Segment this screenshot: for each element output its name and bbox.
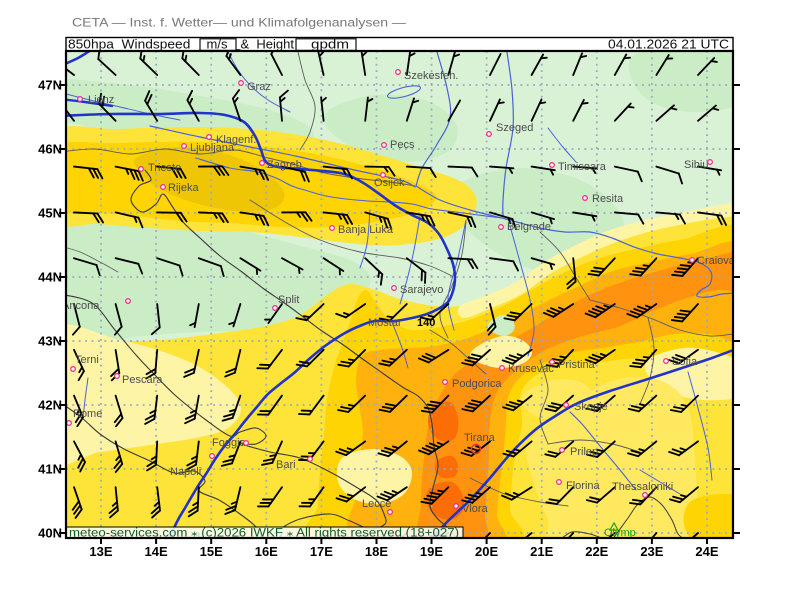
svg-text:18E: 18E xyxy=(365,544,388,559)
svg-text:Sibiu: Sibiu xyxy=(684,159,708,171)
svg-text:Craiova: Craiova xyxy=(697,255,736,267)
svg-text:Ljubljana: Ljubljana xyxy=(190,142,235,154)
svg-text:40N: 40N xyxy=(38,526,62,541)
svg-text:17E: 17E xyxy=(310,544,333,559)
svg-text:Trieste: Trieste xyxy=(148,162,181,174)
svg-text:44N: 44N xyxy=(38,270,62,285)
svg-text:Sarajevo: Sarajevo xyxy=(400,284,443,296)
svg-text:Szekesfeh.: Szekesfeh. xyxy=(404,70,458,82)
svg-text:Vlora: Vlora xyxy=(462,503,489,515)
svg-text:21E: 21E xyxy=(530,544,553,559)
svg-text:Terni: Terni xyxy=(75,354,99,366)
svg-text:Krusevac: Krusevac xyxy=(508,363,554,375)
svg-text:43N: 43N xyxy=(38,334,62,349)
svg-text:Pecs: Pecs xyxy=(390,139,415,151)
svg-text:13E: 13E xyxy=(89,544,112,559)
svg-text:Rome: Rome xyxy=(73,408,102,420)
svg-text:20E: 20E xyxy=(475,544,498,559)
svg-text:46N: 46N xyxy=(38,142,62,157)
svg-text:meteo-services.com ⁎ (c)2026 I: meteo-services.com ⁎ (c)2026 IWKF ⁎ All … xyxy=(69,528,459,540)
svg-text:Lecce: Lecce xyxy=(362,498,391,510)
svg-text:Olymp: Olymp xyxy=(604,527,636,539)
svg-text:m/s: m/s xyxy=(207,37,228,52)
svg-text:&_Height: &_Height xyxy=(241,37,295,52)
svg-text:gpdm: gpdm xyxy=(311,37,349,52)
svg-text:Lienz: Lienz xyxy=(88,94,114,106)
svg-text:850hpa_Windspeed_: 850hpa_Windspeed_ xyxy=(68,37,199,52)
svg-text:Podgorica: Podgorica xyxy=(452,378,502,390)
svg-text:140: 140 xyxy=(417,317,435,329)
svg-text:16E: 16E xyxy=(255,544,278,559)
svg-text:19E: 19E xyxy=(420,544,443,559)
svg-text:23E: 23E xyxy=(640,544,663,559)
svg-text:Napoli: Napoli xyxy=(170,466,201,478)
svg-text:41N: 41N xyxy=(38,462,62,477)
svg-text:Klagenf.: Klagenf. xyxy=(216,134,256,146)
svg-text:Mostar: Mostar xyxy=(368,317,402,329)
svg-text:Prilep: Prilep xyxy=(570,446,598,458)
svg-text:Banja Luka: Banja Luka xyxy=(338,224,394,236)
svg-text:Foggia: Foggia xyxy=(212,437,247,449)
svg-text:Resita: Resita xyxy=(592,193,624,205)
svg-text:Timisoara: Timisoara xyxy=(558,161,607,173)
svg-text:Skopje: Skopje xyxy=(574,401,608,413)
svg-text:22E: 22E xyxy=(585,544,608,559)
svg-text:Belgrade: Belgrade xyxy=(507,221,551,233)
svg-text:Ancona: Ancona xyxy=(62,300,100,312)
svg-text:Bari: Bari xyxy=(276,459,296,471)
svg-text:14E: 14E xyxy=(145,544,168,559)
svg-text:Thessaloniki: Thessaloniki xyxy=(612,481,673,493)
svg-text:Szeged: Szeged xyxy=(496,122,533,134)
svg-text:04.01.2026 21 UTC: 04.01.2026 21 UTC xyxy=(608,37,729,52)
svg-text:CETA — Inst. f. Wetter— und Kl: CETA — Inst. f. Wetter— und Klimafolgena… xyxy=(72,16,406,30)
svg-text:47N: 47N xyxy=(38,78,62,93)
svg-text:Pescara: Pescara xyxy=(122,374,163,386)
svg-text:15E: 15E xyxy=(200,544,223,559)
svg-text:45N: 45N xyxy=(38,206,62,221)
svg-text:Tirana: Tirana xyxy=(464,432,496,444)
svg-text:Graz: Graz xyxy=(247,81,271,93)
svg-text:24E: 24E xyxy=(695,544,718,559)
svg-text:Zagreb: Zagreb xyxy=(267,159,302,171)
svg-text:Sofia: Sofia xyxy=(672,356,698,368)
svg-text:Rijeka: Rijeka xyxy=(168,182,199,194)
svg-text:Pristina: Pristina xyxy=(558,359,596,371)
svg-text:42N: 42N xyxy=(38,398,62,413)
svg-text:Osijek: Osijek xyxy=(374,177,405,189)
svg-text:Florina: Florina xyxy=(566,480,601,492)
svg-text:Split: Split xyxy=(278,294,299,306)
